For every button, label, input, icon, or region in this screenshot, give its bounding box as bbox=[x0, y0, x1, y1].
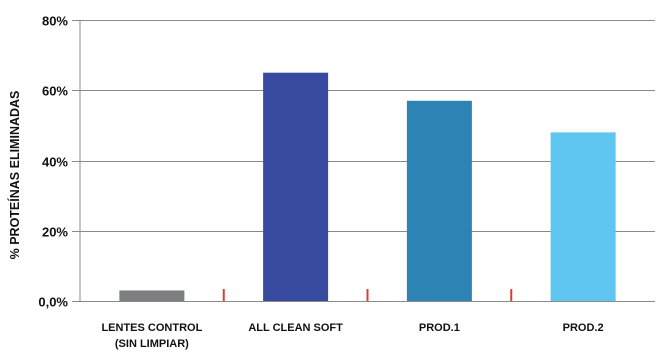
category-label: ALL CLEAN SOFT bbox=[248, 322, 343, 334]
category-labels: LENTES CONTROL (SIN LIMPIAR) ALL CLEAN SOF… bbox=[101, 322, 603, 350]
y-tick-label: 0,0% bbox=[38, 295, 68, 310]
separator-marker bbox=[222, 289, 225, 301]
separator-marker bbox=[510, 289, 513, 301]
category-label: (SIN LIMPIAR) bbox=[115, 338, 189, 350]
y-tick-label: 20% bbox=[42, 225, 68, 240]
separator-marker bbox=[366, 289, 369, 301]
y-tick-label: 60% bbox=[42, 84, 68, 99]
bars bbox=[119, 72, 616, 301]
bar bbox=[119, 290, 185, 301]
y-axis-label: % PROTEÍNAS ELIMINADAS bbox=[7, 91, 22, 260]
y-tick-label: 40% bbox=[42, 155, 68, 170]
y-tick-label: 80% bbox=[42, 14, 68, 29]
bar bbox=[263, 72, 329, 301]
red-markers bbox=[222, 289, 513, 301]
bar bbox=[406, 100, 472, 301]
category-label: PROD.2 bbox=[563, 322, 604, 334]
bar bbox=[550, 132, 616, 301]
category-label: LENTES CONTROL bbox=[101, 322, 202, 334]
y-tick-labels: 0,0% 20% 40% 60% 80% bbox=[38, 14, 68, 310]
category-label: PROD.1 bbox=[419, 322, 460, 334]
